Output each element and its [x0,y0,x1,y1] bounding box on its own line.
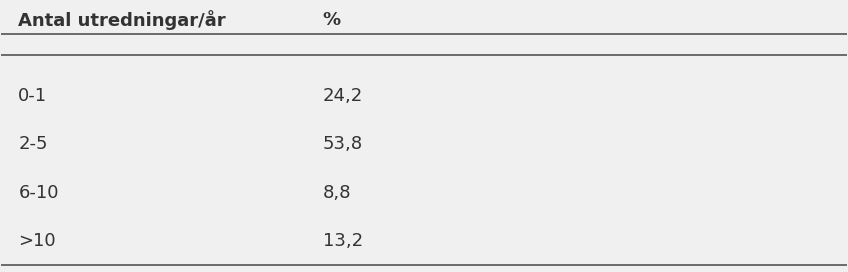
Text: 13,2: 13,2 [322,232,363,250]
Text: 0-1: 0-1 [19,86,47,105]
Text: Antal utredningar/år: Antal utredningar/år [19,10,226,30]
Text: 24,2: 24,2 [322,86,363,105]
Text: 6-10: 6-10 [19,184,59,202]
Text: 2-5: 2-5 [19,135,47,153]
Text: >10: >10 [19,232,56,250]
Text: %: % [322,11,341,29]
Text: 8,8: 8,8 [322,184,351,202]
Text: 53,8: 53,8 [322,135,363,153]
